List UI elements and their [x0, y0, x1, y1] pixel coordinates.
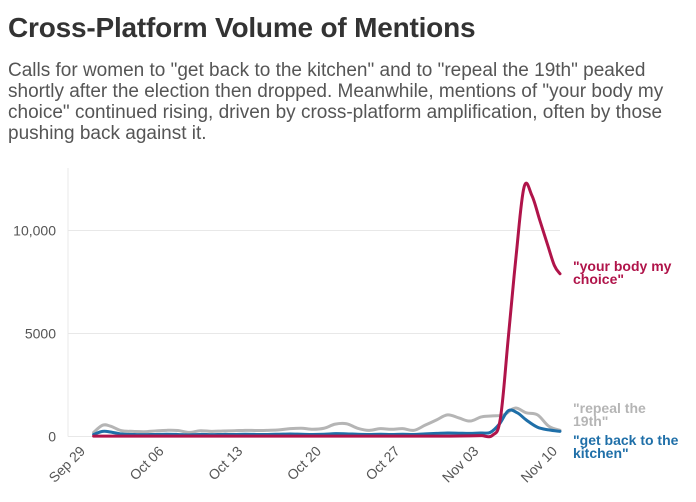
x-tick-label: Oct 06 [126, 443, 167, 484]
y-tick-label: 5000 [25, 326, 56, 342]
x-tick-label: Sep 29 [45, 443, 88, 486]
label-your-body-my-choice: "your body my choice" [573, 258, 672, 287]
series-labels: "repeal the 19th" "get back to the kitchen"… [573, 258, 679, 461]
x-tick-label: Nov 10 [517, 443, 560, 486]
series-get-back-to-the-kitchen [92, 408, 562, 437]
y-tick-label: 10,000 [13, 223, 56, 239]
x-tick-label: Nov 03 [439, 443, 482, 486]
series-your-body-my-choice [92, 181, 562, 439]
series-label-line: choice" [573, 271, 624, 287]
series-label-line: kitchen" [573, 445, 629, 461]
y-tick-label: 0 [48, 429, 56, 445]
series-label-line: "repeal the [573, 400, 646, 416]
series-label-line: "get back to the [573, 432, 679, 448]
x-tick-label: Oct 27 [362, 443, 403, 484]
label-get-back-to-the-kitchen: "get back to the kitchen" [573, 432, 679, 461]
x-tick-label: Oct 20 [284, 443, 325, 484]
series-label-line: "your body my [573, 258, 672, 274]
label-repeal-the-19th: "repeal the 19th" [573, 400, 646, 429]
x-tick-label: Oct 13 [205, 443, 246, 484]
series-label-line: 19th" [573, 413, 608, 429]
chart-subtitle: Calls for women to "get back to the kitc… [8, 60, 664, 144]
series-layer [92, 181, 562, 439]
grid-layer [67, 168, 560, 437]
y-axis: 0 5000 10,000 [13, 223, 56, 445]
chart-title: Cross-Platform Volume of Mentions [8, 12, 476, 43]
x-axis: Sep 29 Oct 06 Oct 13 Oct 20 Oct 27 Nov 03 Nov … [45, 443, 560, 486]
series-repeal-the-19th [92, 406, 562, 434]
